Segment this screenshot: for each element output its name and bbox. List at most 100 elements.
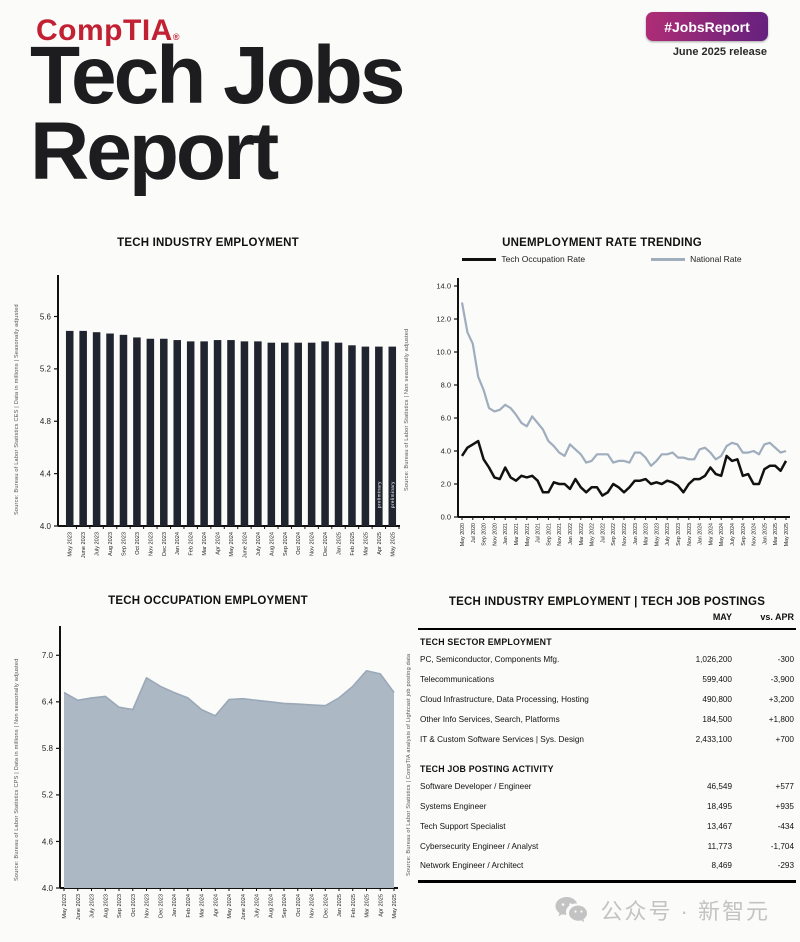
vs-apr-value: -300 [777, 655, 794, 665]
section-gap [418, 749, 796, 757]
svg-text:Nov 2020: Nov 2020 [492, 523, 498, 546]
svg-text:May 2025: May 2025 [390, 532, 396, 557]
svg-text:Jul 2020: Jul 2020 [471, 523, 477, 543]
svg-text:July 2024: July 2024 [255, 894, 261, 918]
svg-text:Sep 2020: Sep 2020 [482, 523, 488, 546]
table-row: PC, Semiconductor, Components Mfg. 1,026,… [418, 650, 796, 670]
svg-text:Oct 2023: Oct 2023 [135, 532, 141, 555]
may-value: 11,773 [707, 841, 732, 851]
svg-text:Sep 2023: Sep 2023 [117, 894, 123, 918]
svg-text:Jul 2021: Jul 2021 [536, 523, 542, 543]
svg-text:Dec 2024: Dec 2024 [323, 894, 329, 918]
table-row: Cloud Infrastructure, Data Processing, H… [418, 690, 796, 710]
table-body: TECH SECTOR EMPLOYMENT PC, Semiconductor,… [418, 630, 796, 876]
metric-name: Tech Support Specialist [420, 821, 506, 831]
metric-name: Cybersecurity Engineer / Analyst [420, 841, 539, 851]
svg-text:Jul 2022: Jul 2022 [600, 523, 606, 543]
area-chart-source-label: Source: Bureau of Labor Statistics CPS |… [14, 658, 20, 882]
svg-text:preliminary: preliminary [390, 481, 395, 508]
svg-text:Feb 2025: Feb 2025 [350, 532, 356, 556]
svg-text:June 2024: June 2024 [242, 532, 248, 558]
svg-text:May 2025: May 2025 [784, 523, 790, 546]
jobsreport-badge[interactable]: #JobsReport [646, 12, 768, 41]
release-date: June 2025 release [672, 46, 767, 58]
svg-text:14.0: 14.0 [436, 282, 451, 291]
svg-text:Apr 2025: Apr 2025 [377, 532, 383, 555]
may-value: 46,549 [706, 782, 732, 792]
svg-text:5.6: 5.6 [40, 312, 52, 321]
svg-text:May 2025: May 2025 [392, 894, 398, 919]
svg-text:Mar 2021: Mar 2021 [514, 523, 520, 545]
svg-text:May 2024: May 2024 [719, 523, 725, 546]
metric-name: Network Engineer / Architect [420, 861, 524, 871]
svg-text:Mar 2024: Mar 2024 [200, 894, 206, 918]
svg-text:May 2023: May 2023 [654, 523, 660, 546]
svg-text:Jan 2024: Jan 2024 [698, 523, 704, 545]
svg-text:Mar 2025: Mar 2025 [773, 523, 779, 545]
svg-text:May 2024: May 2024 [229, 532, 235, 557]
svg-text:Nov 2024: Nov 2024 [752, 523, 758, 546]
svg-text:Aug 2023: Aug 2023 [103, 894, 109, 918]
svg-text:Oct 2024: Oct 2024 [296, 894, 302, 917]
svg-text:Jan 2023: Jan 2023 [633, 523, 639, 545]
may-value: 1,026,200 [695, 655, 732, 665]
national-rate-line-swatch [651, 257, 686, 261]
vs-apr-value: +935 [775, 802, 794, 812]
panel-unemployment-rate-trending: UNEMPLOYMENT RATE TRENDING Tech Occupati… [406, 237, 798, 582]
svg-text:Mar 2025: Mar 2025 [365, 894, 371, 918]
page-title-line2: Report [30, 106, 279, 198]
svg-text:Mar 2023: Mar 2023 [644, 523, 650, 545]
table-header-spacer [420, 612, 654, 622]
svg-text:Apr 2024: Apr 2024 [216, 532, 222, 555]
tech-occupation-rate-line-swatch [462, 257, 497, 261]
svg-text:July 2023: July 2023 [90, 894, 96, 918]
svg-text:July 2024: July 2024 [730, 523, 736, 546]
svg-text:Apr 2024: Apr 2024 [213, 894, 219, 917]
svg-text:July 2023: July 2023 [665, 523, 671, 546]
svg-text:May 2021: May 2021 [525, 523, 531, 546]
svg-text:July 2023: July 2023 [95, 532, 101, 556]
unemployment-rate-line-chart: 0.0 2.0 4.0 6.0 8.0 10.0 12.0 14.0 May 2020 Jul 2… [436, 278, 790, 546]
svg-text:Nov 2024: Nov 2024 [310, 894, 316, 918]
svg-text:Jan 2021: Jan 2021 [503, 523, 509, 545]
table-source-label: Source: Bureau of Labor Statistics | Com… [406, 653, 412, 877]
svg-text:Jan 2024: Jan 2024 [175, 532, 181, 555]
svg-text:4.0: 4.0 [42, 884, 54, 893]
svg-text:4.4: 4.4 [40, 469, 52, 478]
svg-text:7.0: 7.0 [42, 651, 54, 660]
svg-text:5.8: 5.8 [42, 744, 54, 753]
svg-text:2.0: 2.0 [441, 480, 451, 489]
table-section-header: TECH SECTOR EMPLOYMENT [420, 637, 552, 647]
svg-text:5.2: 5.2 [40, 365, 52, 374]
svg-text:Jan 2025: Jan 2025 [762, 523, 768, 545]
svg-text:May 2020: May 2020 [460, 523, 466, 546]
line-chart-source-label: Source: Bureau of Labor Statistics | Non… [404, 328, 410, 492]
table-row: Telecommunications 599,400 -3,900 [418, 670, 796, 690]
watermark-text: 公众号 · 新智元 [600, 899, 770, 924]
table-row: IT & Custom Software Services | Sys. Des… [418, 729, 796, 749]
svg-text:Sep 2021: Sep 2021 [546, 523, 552, 546]
svg-text:Feb 2024: Feb 2024 [189, 532, 195, 556]
svg-text:Nov 2023: Nov 2023 [687, 523, 693, 546]
svg-text:4.0: 4.0 [40, 522, 52, 531]
legend-label-tech-occupation-rate: Tech Occupation Rate [501, 254, 586, 264]
svg-text:Apr 2025: Apr 2025 [378, 894, 384, 917]
unemployment-legend: Tech Occupation Rate National Rate [406, 254, 798, 264]
metric-name: Other Info Services, Search, Platforms [420, 714, 560, 724]
svg-text:June 2023: June 2023 [76, 894, 82, 920]
svg-text:Jan 2025: Jan 2025 [337, 894, 343, 917]
svg-text:Mar 2022: Mar 2022 [579, 523, 585, 545]
table-top-rule [418, 628, 796, 630]
jobsreport-badge-label: #JobsReport [664, 18, 750, 35]
svg-text:June 2023: June 2023 [81, 532, 87, 558]
metric-name: Telecommunications [420, 675, 495, 685]
svg-text:5.2: 5.2 [42, 791, 54, 800]
table-header-may: MAY [712, 612, 732, 622]
svg-text:May 2022: May 2022 [590, 523, 596, 546]
svg-text:May 2023: May 2023 [62, 894, 68, 919]
tech-industry-employment-bar-chart: 4.0 4.4 4.8 5.2 5.6 May 2023 June 2023 July 202… [40, 275, 400, 558]
chart-title-unemployment-rate-trending: UNEMPLOYMENT RATE TRENDING [502, 237, 702, 249]
table-row: Other Info Services, Search, Platforms 18… [418, 709, 796, 729]
svg-text:Aug 2023: Aug 2023 [108, 532, 114, 556]
svg-text:Dec 2024: Dec 2024 [323, 532, 329, 556]
